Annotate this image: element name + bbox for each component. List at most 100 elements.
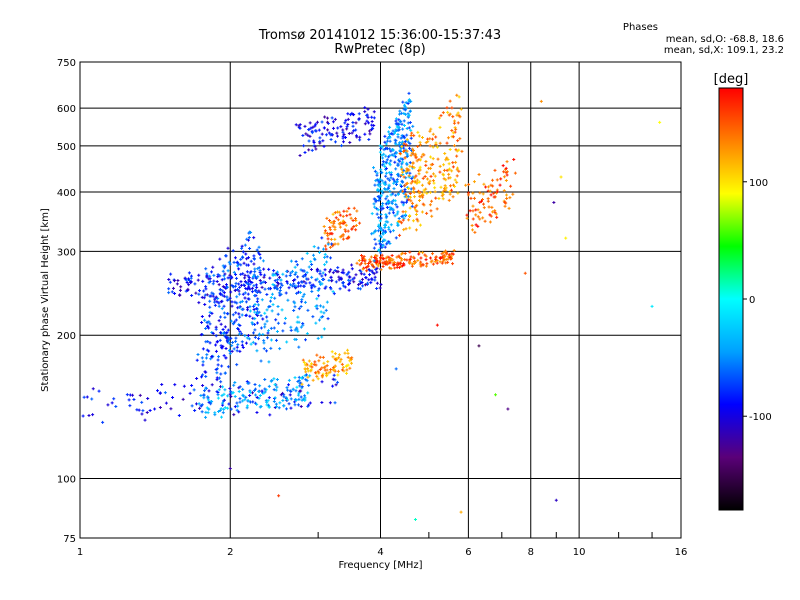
data-point — [304, 370, 308, 374]
data-point — [337, 356, 341, 360]
data-point — [492, 191, 496, 195]
data-points — [81, 91, 662, 522]
data-point — [375, 254, 379, 258]
data-point — [419, 158, 423, 162]
data-point — [346, 278, 350, 282]
data-point — [319, 304, 323, 308]
data-point — [370, 119, 374, 123]
data-point — [404, 227, 408, 231]
data-point — [335, 210, 339, 214]
data-point — [301, 358, 305, 362]
data-point — [210, 355, 214, 359]
data-point — [245, 237, 249, 241]
data-point — [372, 231, 376, 235]
data-point — [285, 279, 289, 283]
data-point — [325, 216, 329, 220]
data-point — [384, 171, 388, 175]
data-point — [384, 256, 388, 260]
data-point — [354, 273, 358, 277]
data-point — [226, 340, 230, 344]
data-point — [373, 169, 377, 173]
data-point — [320, 400, 324, 404]
data-point — [341, 281, 345, 285]
data-point — [376, 208, 380, 212]
data-point — [405, 133, 409, 137]
data-point — [391, 263, 395, 267]
data-point — [310, 365, 314, 369]
data-point — [316, 336, 320, 340]
data-point — [350, 361, 354, 365]
data-point — [351, 124, 355, 128]
data-point — [431, 262, 435, 266]
data-point — [211, 292, 215, 296]
data-point — [128, 404, 132, 408]
data-point — [370, 263, 374, 267]
data-point — [310, 131, 314, 135]
data-point — [417, 180, 421, 184]
data-point — [303, 363, 307, 367]
data-point — [470, 224, 474, 228]
data-point — [319, 310, 323, 314]
data-point — [214, 327, 218, 331]
data-point — [402, 134, 406, 138]
data-point — [387, 227, 391, 231]
data-point — [258, 252, 262, 256]
data-point — [352, 280, 356, 284]
data-point — [279, 292, 283, 296]
data-point — [380, 163, 384, 167]
data-point — [233, 256, 237, 260]
data-point — [375, 281, 379, 285]
data-point — [230, 304, 234, 308]
data-point — [201, 384, 205, 388]
data-point — [232, 270, 236, 274]
data-point — [407, 126, 411, 130]
data-point — [378, 196, 382, 200]
data-point — [275, 385, 279, 389]
data-point — [375, 259, 379, 263]
data-point — [318, 269, 322, 273]
data-point — [296, 315, 300, 319]
y-tick-label: 200 — [57, 331, 76, 342]
data-point — [232, 413, 236, 417]
data-point — [498, 183, 502, 187]
data-point — [407, 113, 411, 117]
data-point — [164, 401, 168, 405]
data-point — [265, 336, 269, 340]
data-point — [253, 383, 257, 387]
data-point — [363, 122, 367, 126]
data-point — [388, 208, 392, 212]
data-point — [383, 164, 387, 168]
data-point — [207, 400, 211, 404]
data-point — [429, 209, 433, 213]
data-point — [344, 229, 348, 233]
data-point — [204, 340, 208, 344]
data-point — [413, 154, 417, 158]
data-point — [340, 368, 344, 372]
data-point — [294, 389, 298, 393]
data-point — [421, 176, 425, 180]
data-point — [397, 122, 401, 126]
data-point — [379, 245, 383, 249]
data-point — [379, 282, 383, 286]
data-point — [438, 125, 442, 129]
data-point — [408, 120, 412, 124]
data-point — [221, 411, 225, 415]
data-point — [394, 139, 398, 143]
data-point — [392, 181, 396, 185]
data-point — [245, 404, 249, 408]
data-point — [208, 305, 212, 309]
data-point — [332, 373, 336, 377]
data-point — [259, 359, 263, 363]
data-point — [303, 151, 307, 155]
data-point — [395, 205, 399, 209]
data-point — [248, 305, 252, 309]
data-point — [333, 401, 337, 405]
data-point — [207, 281, 211, 285]
data-point — [438, 141, 442, 145]
data-point — [341, 233, 345, 237]
data-point — [415, 159, 419, 163]
data-point — [293, 273, 297, 277]
data-point — [203, 370, 207, 374]
data-point — [225, 295, 229, 299]
